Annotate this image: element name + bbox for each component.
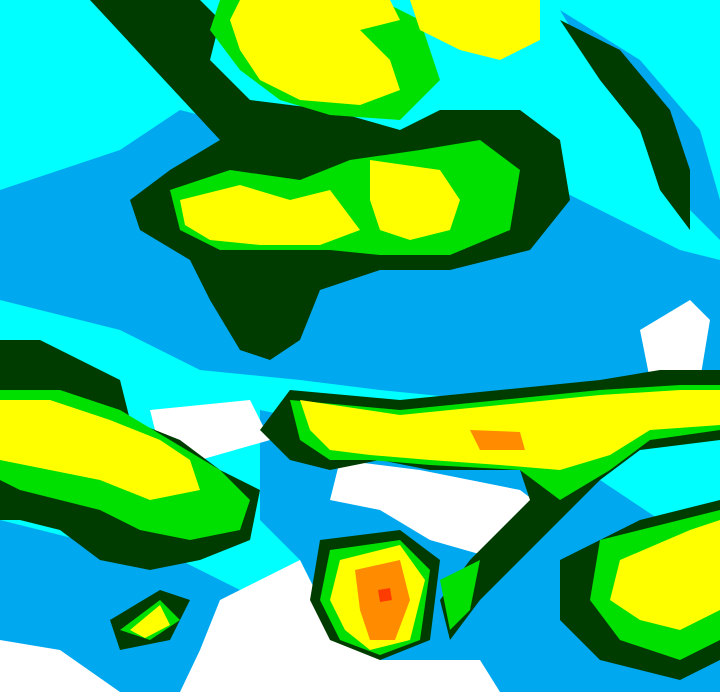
layer-red [378, 588, 392, 602]
layer-white [0, 300, 710, 692]
layer-yellow [0, 0, 720, 650]
